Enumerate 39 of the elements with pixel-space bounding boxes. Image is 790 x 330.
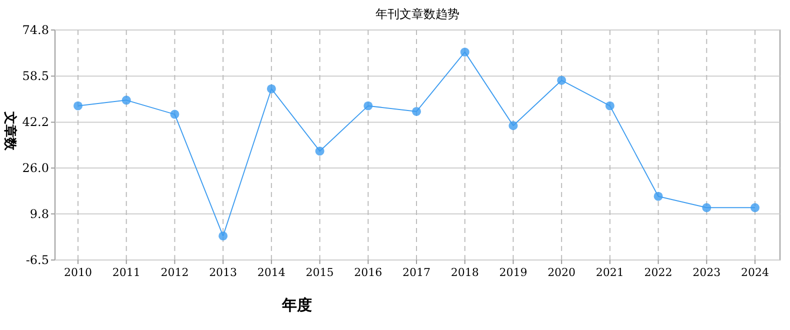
point — [460, 48, 470, 57]
x-tick-label: 2015 — [306, 266, 334, 279]
x-tick-label: 2022 — [644, 266, 672, 279]
point — [266, 84, 276, 94]
point — [74, 101, 82, 110]
point — [750, 203, 760, 212]
x-tick-label: 2021 — [596, 266, 624, 279]
x-tick-label: 2023 — [692, 266, 721, 279]
point — [654, 192, 663, 201]
point — [557, 76, 566, 85]
point — [508, 121, 518, 130]
x-tick-label: 2010 — [64, 266, 92, 279]
x-tick-label: 2011 — [112, 266, 140, 279]
y-tick-label: 58.5 — [22, 69, 49, 84]
x-tick-label: 2012 — [160, 266, 189, 279]
point — [702, 203, 712, 212]
y-tick-label: 26.0 — [22, 161, 49, 176]
x-tick-label: 2016 — [354, 266, 382, 279]
x-tick-label: 2018 — [450, 266, 479, 279]
y-tick-label: 74.8 — [22, 23, 49, 37]
point — [364, 101, 373, 110]
y-tick-label: -6.5 — [26, 253, 49, 267]
point — [218, 231, 228, 240]
y-tick-label: 9.8 — [30, 206, 49, 221]
point — [605, 101, 614, 110]
point — [315, 146, 324, 156]
x-tick-label: 2024 — [741, 266, 769, 279]
x-tick-label: 2014 — [257, 266, 286, 279]
x-tick-label: 2020 — [548, 266, 576, 279]
x-tick-label: 2013 — [209, 266, 238, 279]
x-tick-label: 2019 — [499, 266, 528, 279]
x-axis-title: 年度 — [281, 296, 312, 314]
point — [412, 106, 421, 116]
point — [170, 110, 180, 119]
y-tick-label: 42.2 — [22, 115, 49, 130]
x-tick-label: 2017 — [402, 266, 430, 279]
point — [122, 96, 131, 105]
y-axis-title: 文章数 — [2, 110, 18, 152]
chart-title: 年刊文章数趋势 — [376, 7, 460, 21]
